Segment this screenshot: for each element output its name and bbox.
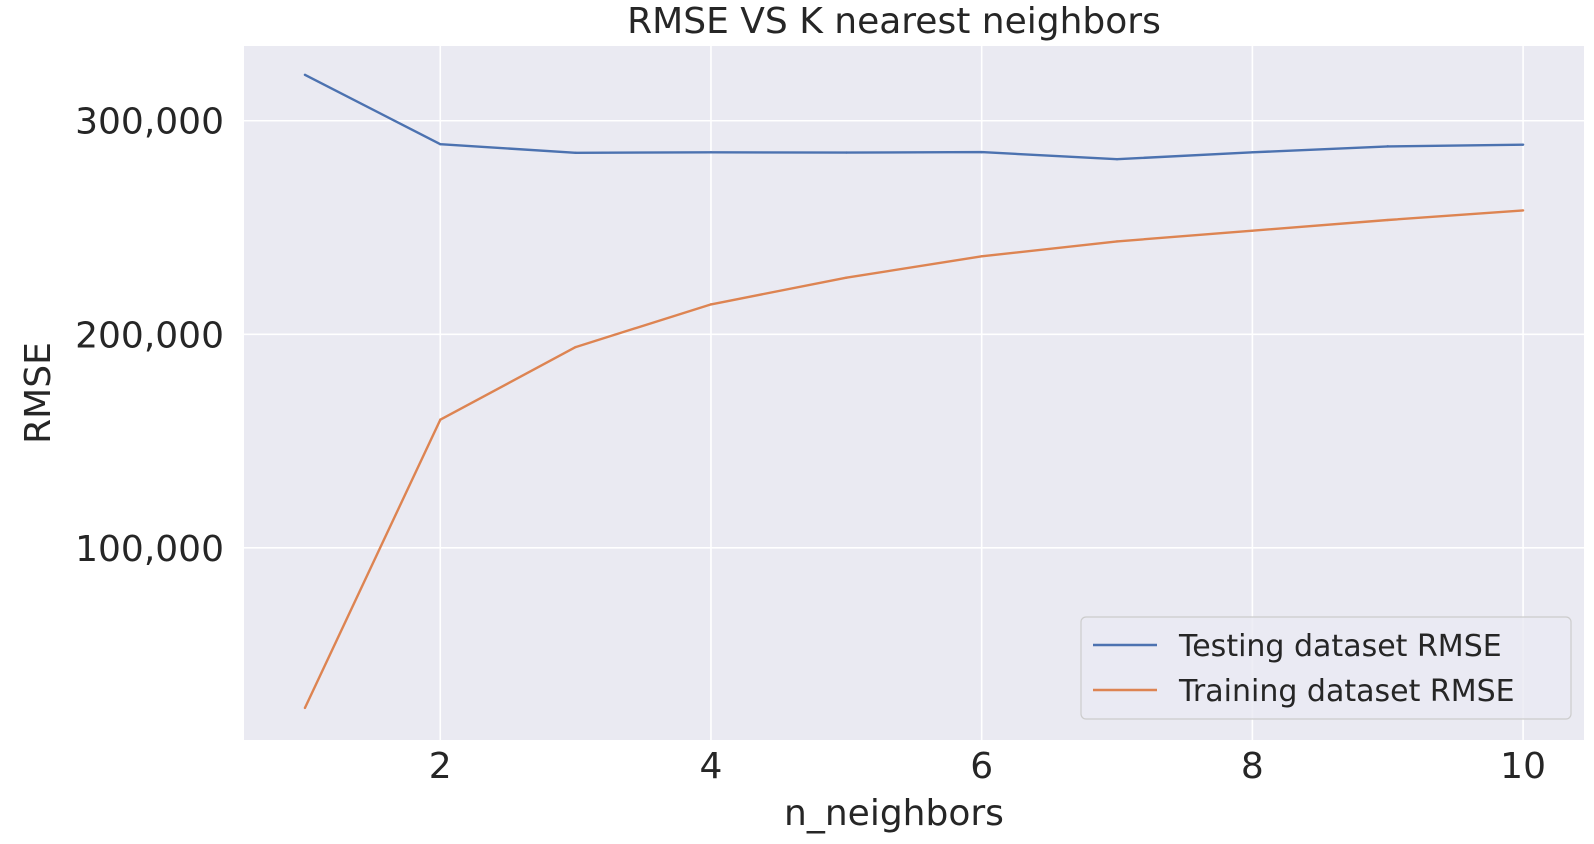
series-point-training	[1521, 209, 1525, 212]
series-line-testing	[304, 73, 1524, 161]
series-point-training	[845, 276, 848, 279]
legend-box	[1080, 616, 1572, 720]
series-point-training	[709, 303, 713, 306]
series-point-training	[574, 345, 577, 349]
y-tick-label: 200,000	[75, 315, 224, 356]
legend-label-testing: Testing dataset RMSE	[1178, 629, 1502, 664]
x-tick-label: 10	[1500, 746, 1546, 787]
x-tick-label: 2	[429, 746, 452, 787]
series-point-testing	[439, 143, 442, 146]
series-point-testing	[1386, 145, 1389, 148]
series-point-testing	[845, 151, 848, 154]
series-point-training	[1251, 229, 1254, 232]
y-axis-label: RMSE	[18, 342, 59, 444]
x-tick-label: 8	[1241, 746, 1264, 787]
y-tick-label: 300,000	[75, 102, 224, 143]
tick-labels: 2 4 6 8 10 100,000 200,000 300,000	[75, 102, 1546, 787]
series-point-testing	[303, 73, 307, 77]
series-point-testing	[1521, 143, 1525, 146]
x-tick-label: 6	[970, 746, 993, 787]
series-point-testing	[709, 151, 713, 154]
series-point-testing	[574, 151, 577, 154]
series-point-training	[1386, 218, 1389, 222]
series-point-training	[1115, 240, 1119, 243]
y-tick-label: 100,000	[75, 529, 224, 570]
x-axis-label: n_neighbors	[784, 793, 1004, 834]
legend: Testing dataset RMSE Training dataset RM…	[1080, 616, 1572, 720]
series-point-training	[980, 255, 983, 258]
chart-title: RMSE VS K nearest neighbors	[627, 1, 1161, 42]
series-point-testing	[1115, 157, 1119, 161]
grid-lines	[244, 46, 1584, 740]
series-point-training	[303, 706, 307, 710]
series-group	[303, 73, 1525, 710]
series-point-training	[439, 418, 442, 421]
legend-label-training: Training dataset RMSE	[1178, 674, 1515, 709]
series-point-testing	[1251, 151, 1254, 154]
x-tick-label: 4	[700, 746, 723, 787]
series-line-training	[303, 209, 1524, 709]
series-point-testing	[980, 150, 983, 154]
